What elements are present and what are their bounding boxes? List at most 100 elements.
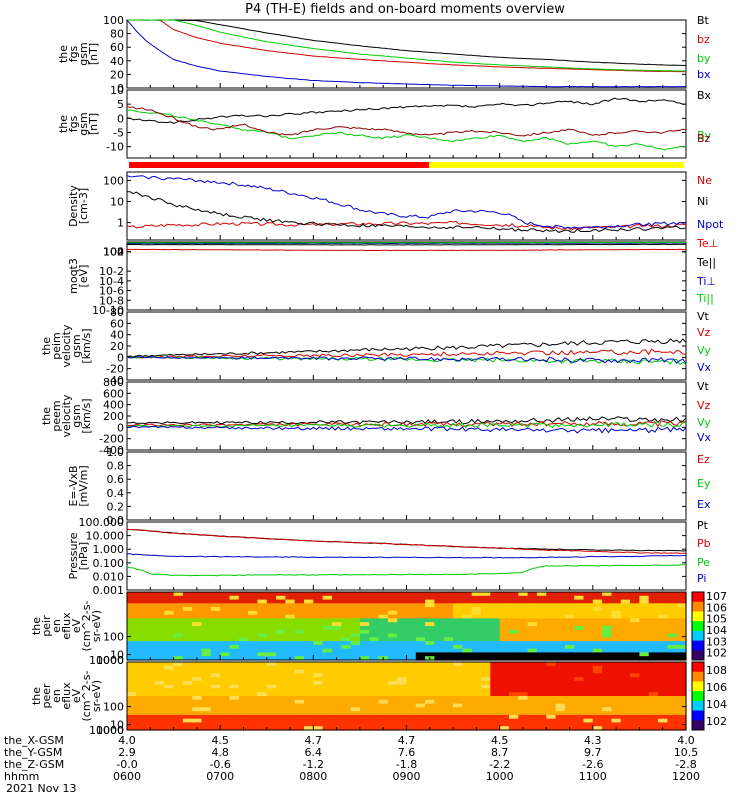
heatmap-cell — [304, 644, 314, 650]
heatmap-cell — [164, 618, 175, 623]
heatmap-cell — [676, 703, 687, 708]
y-tick-label: 5 — [117, 98, 124, 111]
heatmap-cell — [658, 652, 668, 657]
heatmap-cell — [639, 626, 650, 631]
heatmap-cell — [220, 696, 231, 701]
heatmap-cell — [359, 669, 370, 674]
heatmap-cell — [630, 610, 640, 616]
heatmap-cell — [509, 618, 519, 623]
heatmap-cell — [201, 648, 212, 654]
heatmap-cell — [425, 707, 435, 712]
heatmap-cell — [648, 595, 659, 601]
bottom-row-label: the_Z-GSM — [4, 758, 64, 771]
heatmap-cell — [630, 684, 640, 690]
heatmap-cell — [481, 677, 491, 682]
heatmap-cell — [145, 607, 156, 612]
heatmap-cell — [127, 688, 137, 693]
heatmap-cell — [182, 656, 193, 661]
heatmap-cell — [658, 618, 668, 623]
heatmap-cell — [490, 718, 501, 724]
heatmap-cell — [313, 669, 324, 674]
heatmap-cell — [490, 703, 501, 708]
heatmap-cell — [406, 648, 417, 654]
heatmap-cell — [350, 684, 361, 690]
heatmap-cell — [471, 677, 482, 682]
heatmap-cell — [182, 722, 193, 727]
y-axis-label: fgs — [67, 45, 80, 62]
heatmap-cell — [602, 607, 612, 612]
heatmap-cell — [574, 669, 585, 674]
heatmap-cell — [257, 652, 268, 657]
heatmap-cell — [509, 692, 519, 697]
heatmap-cell — [462, 610, 473, 616]
heatmap-cell — [471, 641, 482, 646]
heatmap-cell — [210, 688, 221, 693]
heatmap-cell — [536, 644, 547, 650]
heatmap-cell — [667, 696, 678, 701]
heatmap-cell — [583, 669, 594, 674]
heatmap-cell — [127, 622, 137, 627]
heatmap-cell — [164, 648, 175, 654]
heatmap-cell — [667, 684, 678, 690]
heatmap-cell — [490, 665, 501, 671]
heatmap-cell — [182, 592, 193, 597]
heatmap-cell — [415, 722, 426, 727]
heatmap-cell — [127, 677, 137, 682]
heatmap-cell — [182, 618, 193, 623]
y-axis-label: [mV/m] — [77, 465, 90, 506]
heatmap-cell — [546, 641, 557, 646]
series-line-Vy — [126, 356, 687, 366]
heatmap-cell — [248, 629, 258, 635]
heatmap-cell — [443, 626, 454, 631]
heatmap-cell — [667, 726, 678, 731]
heatmap-cell — [564, 614, 575, 620]
heatmap-cell — [285, 677, 296, 682]
heatmap-cell — [490, 662, 501, 667]
heatmap-cell — [210, 603, 221, 608]
heatmap-cell — [313, 714, 324, 720]
heatmap-cell — [490, 622, 501, 627]
heatmap-cell — [266, 662, 277, 667]
heatmap-cell — [658, 637, 668, 642]
heatmap-cell — [145, 699, 156, 705]
heatmap-cell — [276, 677, 286, 682]
heatmap-cell — [611, 673, 622, 678]
heatmap-cell — [266, 707, 277, 712]
heatmap-cell — [602, 626, 612, 631]
heatmap-cell — [229, 714, 240, 720]
heatmap-cell — [154, 592, 165, 597]
heatmap-cell — [574, 711, 585, 716]
heatmap-cell — [164, 626, 175, 631]
heatmap-cell — [648, 677, 659, 682]
heatmap-cell — [564, 665, 575, 671]
heatmap-cell — [536, 607, 547, 612]
heatmap-cell — [313, 637, 324, 642]
heatmap-cell — [630, 718, 640, 724]
heatmap-cell — [406, 714, 417, 720]
heatmap-cell — [266, 629, 277, 635]
heatmap-cell — [434, 703, 445, 708]
y-tick-label: 0.001 — [93, 584, 125, 597]
heatmap-cell — [173, 718, 184, 724]
heatmap-cell — [499, 677, 510, 682]
y-tick-label: 100 — [103, 174, 124, 187]
heatmap-cell — [592, 614, 603, 620]
heatmap-cell — [676, 614, 687, 620]
colorbar-tick-label: 106 — [706, 601, 727, 614]
y-tick-label: 800 — [103, 376, 124, 389]
heatmap-cell — [415, 711, 426, 716]
heatmap-cell — [257, 637, 268, 642]
heatmap-cell — [434, 648, 445, 654]
heatmap-cell — [182, 714, 193, 720]
heatmap-cell — [164, 684, 175, 690]
heatmap-cell — [443, 603, 454, 608]
heatmap-cell — [536, 614, 547, 620]
heatmap-cell — [322, 673, 333, 678]
heatmap-cell — [201, 637, 212, 642]
heatmap-cell — [173, 726, 184, 731]
heatmap-cell — [639, 699, 650, 705]
heatmap-cell — [369, 665, 380, 671]
heatmap-cell — [332, 696, 342, 701]
heatmap-cell — [220, 711, 231, 716]
heatmap-cell — [359, 629, 370, 635]
